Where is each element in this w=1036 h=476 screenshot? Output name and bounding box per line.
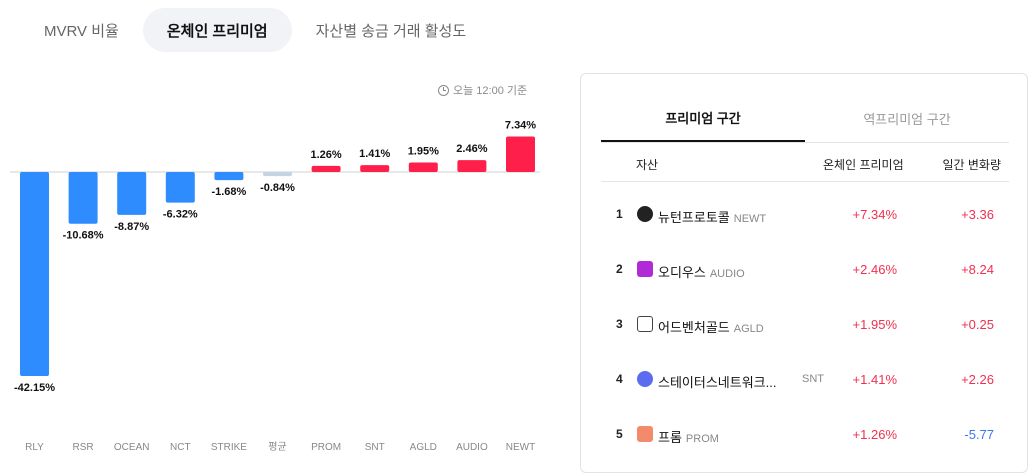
- bar-7[interactable]: [360, 165, 390, 172]
- rank: 1: [616, 207, 623, 221]
- clock-icon: [438, 84, 449, 96]
- data-label-4: -1.68%: [211, 186, 246, 198]
- tab-onchain-premium[interactable]: 온체인 프리미엄: [142, 8, 292, 52]
- asset-symbol: AUDIO: [709, 268, 745, 280]
- bar-5[interactable]: [263, 172, 292, 177]
- category-label-4: STRIKE: [211, 442, 247, 453]
- table-header: 자산 온체인 프리미엄 일간 변화량: [601, 142, 1009, 182]
- daily-change-value: -5.77: [964, 427, 994, 442]
- rank: 5: [616, 427, 623, 441]
- adventure-gold-icon: [637, 316, 653, 332]
- newton-icon: [637, 206, 653, 222]
- header-change: 일간 변화량: [942, 158, 1001, 172]
- asset-symbol: SNT: [802, 373, 824, 385]
- category-label-3: NCT: [170, 442, 191, 453]
- ranking-row[interactable]: 1 뉴턴프로토콜 NEWT +7.34% +3.36: [601, 187, 1009, 242]
- premium-bar-chart: -42.15% RLY -10.68% RSR -8.87% OCEAN -6.32% NCT…: [10, 119, 540, 453]
- tab-mvrv[interactable]: MVRV 비율: [44, 22, 119, 40]
- category-label-5: 평균: [268, 441, 286, 453]
- bar-0[interactable]: [20, 172, 49, 376]
- tab-transfer-activity[interactable]: 자산별 송금 거래 활성도: [315, 22, 467, 40]
- panel-tabs: 프리미엄 구간 역프리미엄 구간: [601, 94, 1009, 142]
- ranking-row[interactable]: 4 스테이터스네트워크... SNT +1.41% +2.26: [601, 352, 1009, 407]
- daily-change-value: +2.26: [961, 372, 994, 387]
- ranking-row[interactable]: 5 프롬 PROM +1.26% -5.77: [601, 407, 1009, 462]
- category-label-0: RLY: [25, 442, 44, 453]
- timestamp-text: 오늘 12:00 기준: [453, 85, 528, 97]
- rank: 4: [616, 372, 623, 386]
- data-label-0: -42.15%: [14, 382, 55, 394]
- category-label-2: OCEAN: [114, 442, 150, 453]
- data-label-3: -6.32%: [163, 209, 198, 221]
- bar-6[interactable]: [311, 165, 341, 172]
- timestamp: 오늘 12:00 기준: [438, 82, 527, 98]
- premium-value: +1.41%: [852, 372, 897, 387]
- bar-1[interactable]: [68, 172, 98, 224]
- asset-name: 프롬 PROM: [658, 430, 719, 445]
- bar-8[interactable]: [408, 162, 438, 172]
- data-label-10: 7.34%: [505, 119, 536, 131]
- metric-tabs: MVRV 비율 온체인 프리미엄 자산별 송금 거래 활성도: [20, 8, 490, 52]
- premium-value: +1.95%: [852, 317, 897, 332]
- bar-9[interactable]: [457, 160, 487, 172]
- asset-name: 오디우스 AUDIO: [658, 265, 745, 280]
- daily-change-value: +3.36: [961, 207, 994, 222]
- category-label-1: RSR: [73, 442, 94, 453]
- asset-name: 어드벤처골드 AGLD: [658, 320, 764, 335]
- category-label-6: PROM: [311, 442, 341, 453]
- data-label-9: 2.46%: [456, 143, 487, 155]
- tab-premium-range[interactable]: 프리미엄 구간: [601, 94, 805, 142]
- ranking-panel: 프리미엄 구간 역프리미엄 구간 자산 온체인 프리미엄 일간 변화량 1 뉴턴프…: [580, 73, 1028, 473]
- header-premium: 온체인 프리미엄: [823, 158, 904, 172]
- data-label-1: -10.68%: [63, 230, 104, 242]
- asset-name: 뉴턴프로토콜 NEWT: [658, 210, 767, 225]
- tab-reverse-premium-range[interactable]: 역프리미엄 구간: [863, 111, 951, 127]
- asset-symbol: AGLD: [733, 323, 764, 335]
- category-label-10: NEWT: [506, 442, 535, 453]
- header-asset: 자산: [636, 158, 659, 172]
- bar-4[interactable]: [214, 172, 244, 181]
- premium-value: +7.34%: [852, 207, 897, 222]
- category-label-8: AGLD: [410, 442, 437, 453]
- status-icon: [637, 371, 653, 387]
- asset-name: 스테이터스네트워크...: [658, 375, 777, 390]
- ranking-row[interactable]: 3 어드벤처골드 AGLD +1.95% +0.25: [601, 297, 1009, 352]
- bar-2[interactable]: [117, 172, 147, 215]
- bar-10[interactable]: [506, 136, 535, 172]
- category-label-9: AUDIO: [456, 442, 488, 453]
- daily-change-value: +0.25: [961, 317, 994, 332]
- data-label-8: 1.95%: [408, 146, 439, 158]
- data-label-5: -0.84%: [260, 182, 295, 194]
- rank: 2: [616, 262, 623, 276]
- premium-value: +2.46%: [852, 262, 897, 277]
- ranking-list: 1 뉴턴프로토콜 NEWT +7.34% +3.36 2 오디우스 AUDIO +2.46% +8…: [601, 187, 1009, 462]
- daily-change-value: +8.24: [961, 262, 994, 277]
- rank: 3: [616, 317, 623, 331]
- premium-value: +1.26%: [852, 427, 897, 442]
- data-label-7: 1.41%: [359, 148, 390, 160]
- prom-icon: [637, 426, 653, 442]
- asset-symbol: NEWT: [733, 213, 767, 225]
- data-label-2: -8.87%: [114, 221, 149, 233]
- data-label-6: 1.26%: [310, 149, 341, 161]
- asset-symbol: PROM: [685, 433, 719, 445]
- ranking-row[interactable]: 2 오디우스 AUDIO +2.46% +8.24: [601, 242, 1009, 297]
- bar-3[interactable]: [165, 172, 195, 203]
- audius-icon: [637, 261, 653, 277]
- category-label-7: SNT: [365, 442, 385, 453]
